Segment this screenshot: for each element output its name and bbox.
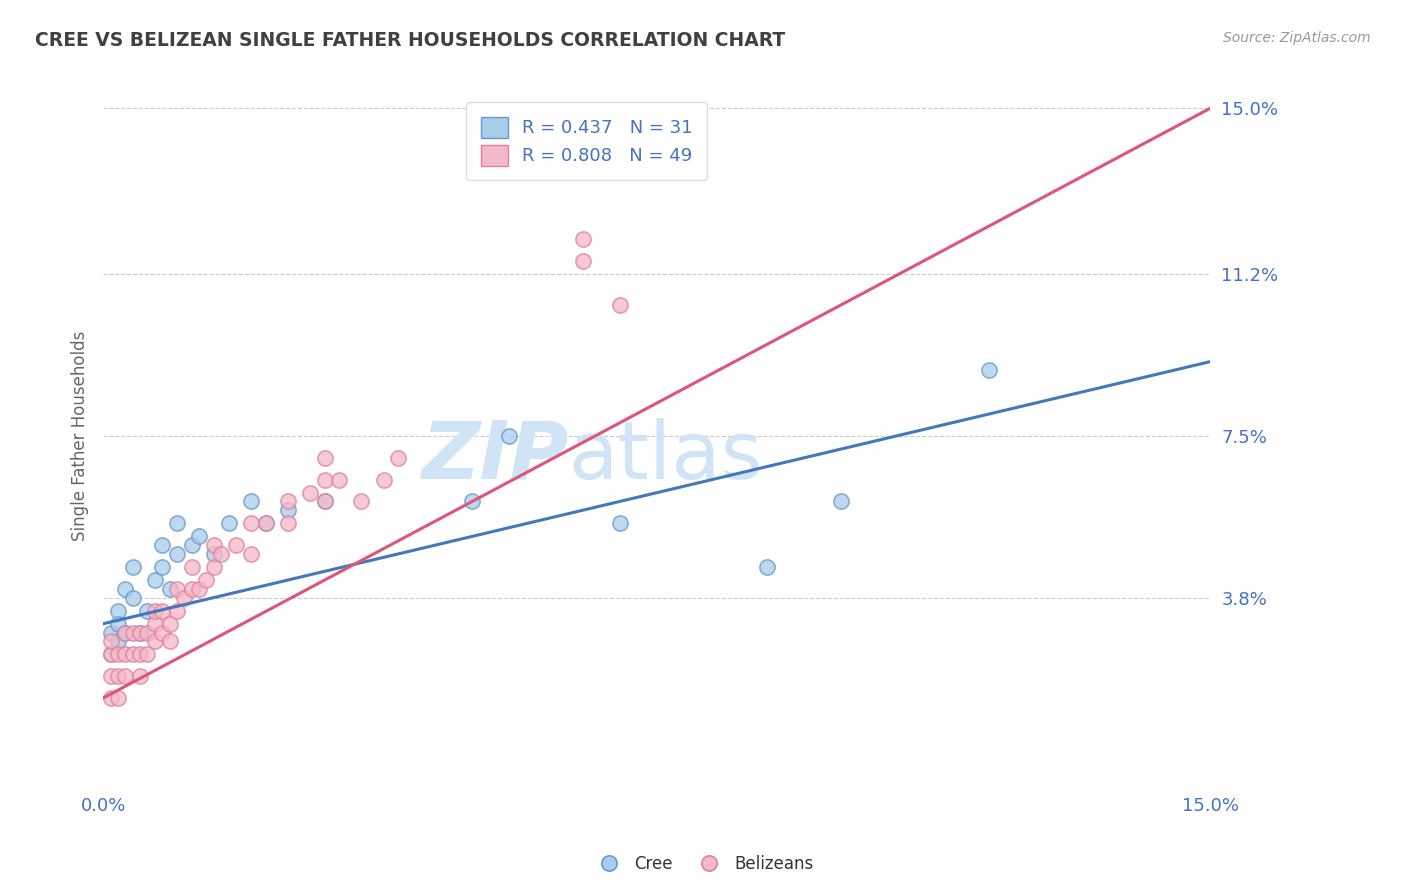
- Point: [100, 625, 122, 640]
- Point: [150, 625, 173, 640]
- Point: [136, 604, 159, 618]
- Point: [209, 547, 232, 561]
- Point: [100, 648, 122, 662]
- Point: [188, 529, 211, 543]
- Point: [314, 494, 336, 508]
- Point: [107, 648, 129, 662]
- Point: [143, 634, 166, 648]
- Text: CREE VS BELIZEAN SINGLE FATHER HOUSEHOLDS CORRELATION CHART: CREE VS BELIZEAN SINGLE FATHER HOUSEHOLD…: [35, 31, 786, 50]
- Point: [195, 573, 218, 587]
- Point: [314, 450, 336, 465]
- Point: [114, 648, 136, 662]
- Point: [114, 625, 136, 640]
- Point: [143, 616, 166, 631]
- Point: [100, 634, 122, 648]
- Point: [150, 538, 173, 552]
- Point: [166, 582, 188, 596]
- Point: [159, 616, 181, 631]
- Legend: Cree, Belizeans: Cree, Belizeans: [586, 848, 820, 880]
- Point: [121, 648, 143, 662]
- Point: [225, 538, 247, 552]
- Point: [277, 494, 299, 508]
- Point: [114, 582, 136, 596]
- Point: [100, 669, 122, 683]
- Point: [100, 648, 122, 662]
- Point: [239, 516, 262, 531]
- Point: [756, 560, 779, 574]
- Point: [129, 625, 152, 640]
- Point: [350, 494, 373, 508]
- Point: [107, 634, 129, 648]
- Point: [129, 648, 152, 662]
- Legend: R = 0.437   N = 31, R = 0.808   N = 49: R = 0.437 N = 31, R = 0.808 N = 49: [467, 103, 707, 180]
- Point: [100, 691, 122, 706]
- Point: [298, 485, 321, 500]
- Point: [107, 691, 129, 706]
- Text: atlas: atlas: [568, 417, 762, 496]
- Point: [498, 429, 520, 443]
- Point: [461, 494, 484, 508]
- Point: [188, 582, 211, 596]
- Point: [166, 516, 188, 531]
- Point: [107, 616, 129, 631]
- Point: [314, 494, 336, 508]
- Point: [277, 503, 299, 517]
- Point: [129, 669, 152, 683]
- Point: [121, 591, 143, 605]
- Point: [239, 547, 262, 561]
- Point: [114, 669, 136, 683]
- Point: [121, 625, 143, 640]
- Point: [143, 573, 166, 587]
- Point: [150, 560, 173, 574]
- Point: [143, 604, 166, 618]
- Point: [314, 473, 336, 487]
- Point: [254, 516, 277, 531]
- Point: [180, 560, 202, 574]
- Point: [136, 625, 159, 640]
- Point: [572, 232, 595, 246]
- Point: [121, 560, 143, 574]
- Y-axis label: Single Father Households: Single Father Households: [72, 331, 89, 541]
- Point: [180, 538, 202, 552]
- Point: [254, 516, 277, 531]
- Point: [159, 634, 181, 648]
- Point: [977, 363, 1000, 377]
- Point: [159, 582, 181, 596]
- Point: [609, 298, 631, 312]
- Point: [218, 516, 240, 531]
- Point: [136, 648, 159, 662]
- Text: ZIP: ZIP: [420, 417, 568, 496]
- Point: [150, 604, 173, 618]
- Point: [166, 604, 188, 618]
- Point: [373, 473, 395, 487]
- Point: [107, 669, 129, 683]
- Point: [572, 254, 595, 268]
- Point: [202, 560, 225, 574]
- Point: [239, 494, 262, 508]
- Point: [107, 604, 129, 618]
- Point: [180, 582, 202, 596]
- Point: [387, 450, 409, 465]
- Point: [202, 547, 225, 561]
- Point: [166, 547, 188, 561]
- Point: [114, 625, 136, 640]
- Point: [609, 516, 631, 531]
- Text: Source: ZipAtlas.com: Source: ZipAtlas.com: [1223, 31, 1371, 45]
- Point: [202, 538, 225, 552]
- Point: [830, 494, 852, 508]
- Point: [328, 473, 350, 487]
- Point: [277, 516, 299, 531]
- Point: [129, 625, 152, 640]
- Point: [173, 591, 195, 605]
